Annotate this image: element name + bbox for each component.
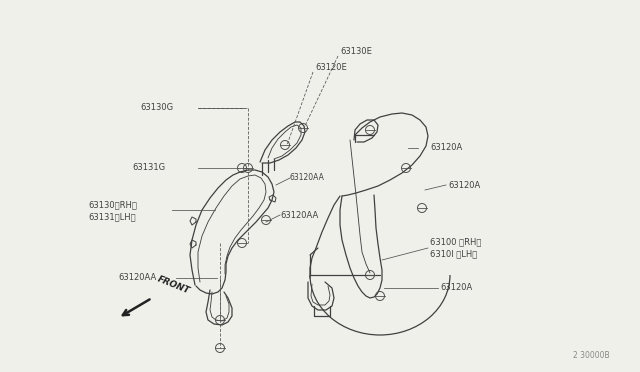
Text: 63120AA: 63120AA — [118, 273, 156, 282]
Text: 63120AA: 63120AA — [280, 211, 318, 219]
Text: 63130〈RH〉: 63130〈RH〉 — [88, 201, 137, 209]
Text: 63131〈LH〉: 63131〈LH〉 — [88, 212, 136, 221]
Text: 2 30000B: 2 30000B — [573, 351, 610, 360]
Text: 63120A: 63120A — [440, 283, 472, 292]
Text: FRONT: FRONT — [156, 275, 191, 296]
Text: 63100 〈RH〉: 63100 〈RH〉 — [430, 237, 481, 247]
Text: 63120AA: 63120AA — [290, 173, 325, 183]
Text: 63120A: 63120A — [430, 144, 462, 153]
Text: 63130G: 63130G — [140, 103, 173, 112]
Text: 63120A: 63120A — [448, 180, 480, 189]
Text: 63131G: 63131G — [132, 164, 165, 173]
Text: 63120E: 63120E — [315, 64, 347, 73]
Text: 6310l 〈LH〉: 6310l 〈LH〉 — [430, 250, 477, 259]
Text: 63130E: 63130E — [340, 48, 372, 57]
